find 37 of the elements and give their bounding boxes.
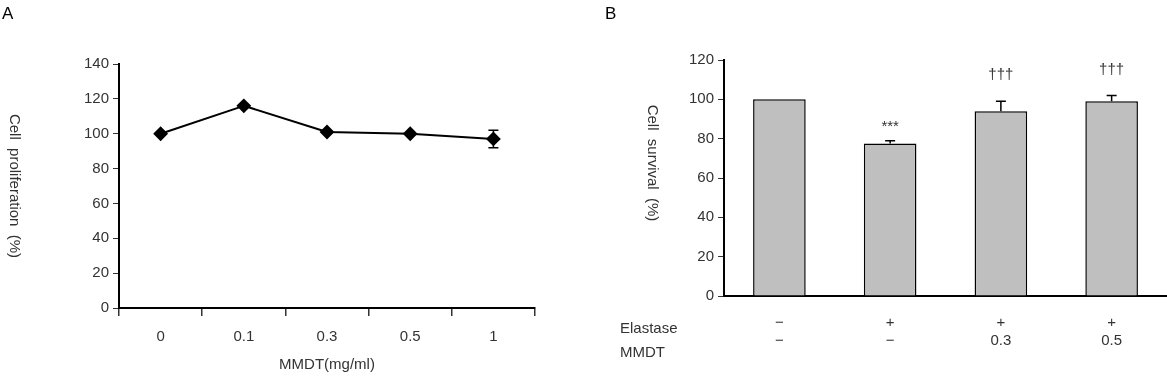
y-tick-label: 120 [689,50,715,68]
y-tick-label: 100 [689,89,715,107]
point [403,126,418,141]
x-tick-label: + − [885,313,895,349]
point [320,124,335,139]
y-axis-title: Cell survival (%) [644,104,662,222]
y-tick-label: 20 [92,263,110,281]
x-tick-label: + 0.5 [1101,313,1123,349]
chart-title: A [2,4,14,24]
x-tick-label: − − [775,313,785,349]
annotation: ††† [988,65,1014,83]
y-tick-label: 80 [92,158,110,176]
x-axis-title: Elastase MMDT [620,319,678,361]
point [153,126,168,141]
y-tick-label: 40 [697,207,715,225]
y-tick-label: 0 [100,298,110,316]
x-tick-label: 0 [156,327,165,345]
y-tick-label: 20 [697,246,715,264]
y-tick-label: 140 [84,54,110,72]
y-tick-label: 120 [84,89,110,106]
x-tick-label: 1 [489,327,498,345]
x-tick-label: 0.5 [399,327,421,345]
annotation: *** [881,116,900,134]
x-tick-label: 0.1 [233,327,255,345]
x-tick-label: 0.3 [316,327,338,345]
y-tick-label: 60 [697,168,715,186]
y-tick-label: 0 [705,286,715,304]
y-tick-label: 60 [92,193,110,211]
x-axis-title: MMDT(mg/ml) [279,355,375,373]
point [236,98,251,113]
chart-title: B [605,4,617,24]
y-tick-label: 40 [92,228,110,246]
y-tick-label: 100 [84,123,110,141]
x-tick-label: + 0.3 [990,313,1012,349]
y-axis-title: Cell proliferation (%) [6,113,24,259]
y-tick-label: 80 [697,128,715,146]
annotation: ††† [1099,59,1125,77]
